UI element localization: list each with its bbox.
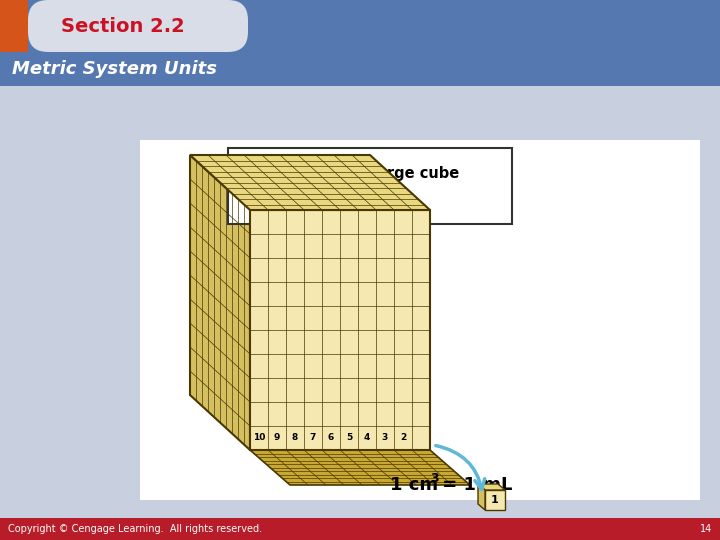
- FancyBboxPatch shape: [28, 0, 248, 52]
- Text: = 1000 cm: = 1000 cm: [240, 192, 328, 207]
- Text: Section 2.2: Section 2.2: [61, 17, 185, 36]
- Text: 7: 7: [310, 434, 316, 442]
- Polygon shape: [250, 450, 470, 485]
- Bar: [140, 140, 700, 500]
- Text: 2: 2: [400, 434, 406, 442]
- Polygon shape: [190, 155, 430, 210]
- Bar: [0, 0, 720, 52]
- Text: = 1 L: = 1 L: [317, 192, 364, 207]
- Text: 6: 6: [328, 434, 334, 442]
- Bar: [0, 0, 28, 52]
- Text: 3: 3: [382, 434, 388, 442]
- Text: 4: 4: [364, 434, 370, 442]
- Polygon shape: [485, 490, 505, 510]
- Text: Copyright © Cengage Learning.  All rights reserved.: Copyright © Cengage Learning. All rights…: [8, 524, 262, 534]
- Bar: [0, 52, 720, 86]
- Text: 1 cm: 1 cm: [390, 476, 438, 494]
- Polygon shape: [478, 484, 485, 510]
- Text: 14: 14: [700, 524, 712, 534]
- Text: Metric System Units: Metric System Units: [12, 60, 217, 78]
- Polygon shape: [250, 210, 430, 450]
- Polygon shape: [190, 155, 250, 450]
- Bar: [0, 518, 720, 540]
- FancyBboxPatch shape: [228, 148, 512, 224]
- Text: = 1 mL: = 1 mL: [436, 476, 513, 494]
- Text: 8: 8: [292, 434, 298, 442]
- Text: Total volume of large cube: Total volume of large cube: [240, 166, 459, 181]
- Text: 9: 9: [274, 434, 280, 442]
- Text: 1: 1: [491, 495, 499, 505]
- Text: 3: 3: [312, 189, 319, 199]
- Text: 5: 5: [346, 434, 352, 442]
- Text: 3: 3: [430, 471, 438, 484]
- Polygon shape: [478, 484, 505, 490]
- Text: 10: 10: [253, 434, 265, 442]
